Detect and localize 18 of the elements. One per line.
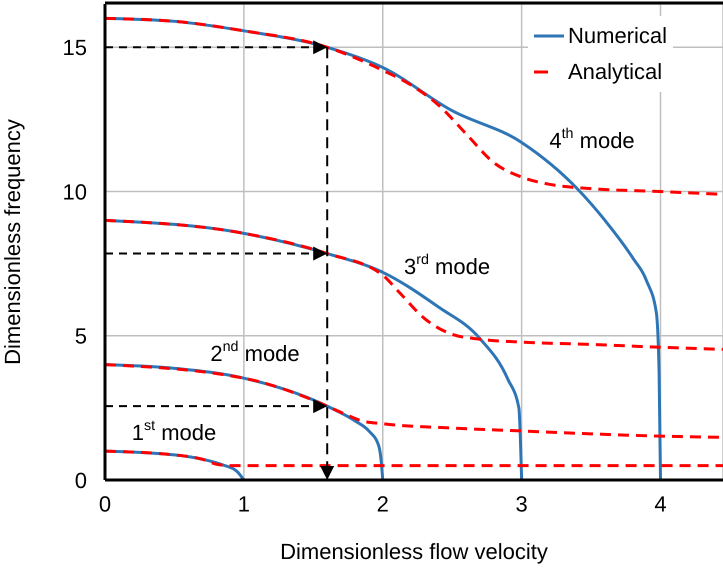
y-axis-title: Dimensionless frequency bbox=[0, 119, 25, 365]
y-tick-label: 5 bbox=[74, 324, 87, 349]
x-tick-label: 4 bbox=[654, 492, 667, 517]
x-tick-label: 0 bbox=[98, 492, 112, 517]
line-series bbox=[105, 450, 723, 468]
x-tick-label: 3 bbox=[516, 492, 528, 517]
y-tick-label: 0 bbox=[74, 468, 87, 493]
legend-label: Analytical bbox=[568, 58, 662, 86]
x-tick-label: 1 bbox=[238, 492, 250, 517]
annotation: 4$^{th}$ mode bbox=[549, 126, 635, 153]
x-tick-label: 2 bbox=[376, 492, 389, 517]
y-tick-label: 15 bbox=[62, 35, 87, 60]
legend-label: Numerical bbox=[568, 22, 668, 50]
annotation: 1$^{st}$ mode bbox=[132, 418, 216, 445]
y-tick-label: 10 bbox=[62, 179, 87, 204]
annotation: 2$^{nd}$ mode bbox=[210, 338, 300, 366]
annotation: 3$^{rd}$ mode bbox=[404, 252, 490, 279]
x-axis-title: Dimensionless flow velocity bbox=[280, 539, 548, 564]
